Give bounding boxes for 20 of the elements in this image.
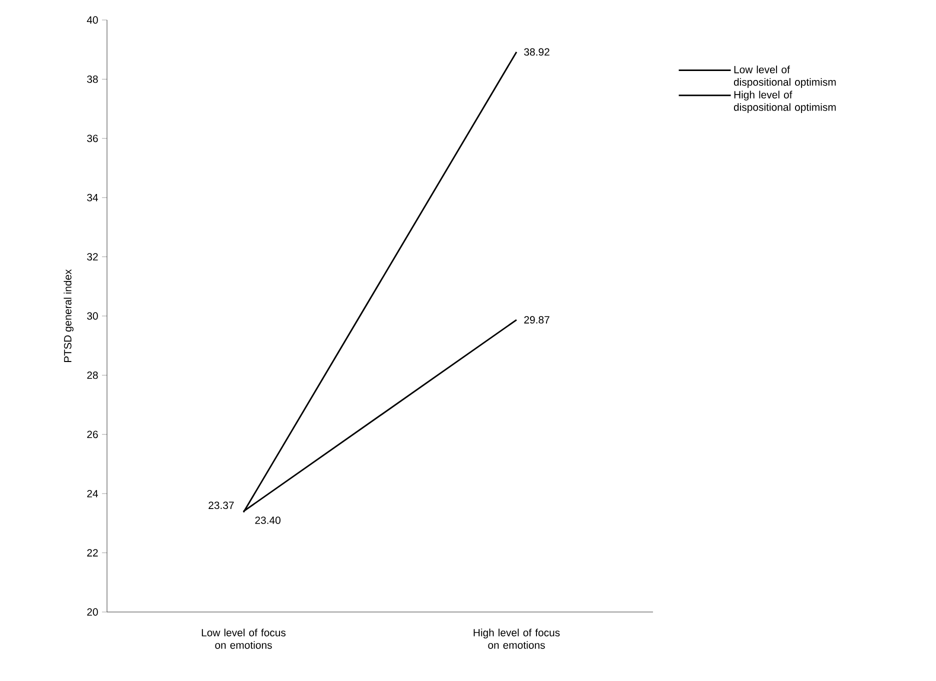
y-tick-label: 30 bbox=[87, 312, 98, 320]
y-axis-title: PTSD general index bbox=[64, 269, 74, 362]
x-tick-label: Low level of focus on emotions bbox=[202, 628, 286, 649]
x-tick-label: High level of focus on emotions bbox=[474, 628, 560, 649]
y-tick-label: 26 bbox=[87, 430, 98, 438]
y-tick-label: 28 bbox=[87, 372, 98, 379]
legend-label: High level of dispositional optimism bbox=[734, 90, 836, 113]
y-tick-label: 38 bbox=[87, 75, 98, 83]
data-label: 29.87 bbox=[524, 316, 550, 324]
data-label: 23.37 bbox=[208, 502, 234, 510]
y-tick-label: 40 bbox=[86, 16, 98, 24]
data-label: 23.40 bbox=[255, 516, 280, 524]
y-tick-label: 20 bbox=[87, 608, 98, 616]
y-tick-label: 34 bbox=[87, 194, 98, 202]
data-label: 38.92 bbox=[524, 48, 550, 56]
y-tick-label: 24 bbox=[87, 490, 98, 498]
y-tick-label: 32 bbox=[87, 253, 98, 261]
y-tick-label: 36 bbox=[87, 134, 98, 142]
y-tick-label: 22 bbox=[87, 549, 98, 556]
legend-label: Low level of dispositional optimism bbox=[734, 66, 836, 88]
